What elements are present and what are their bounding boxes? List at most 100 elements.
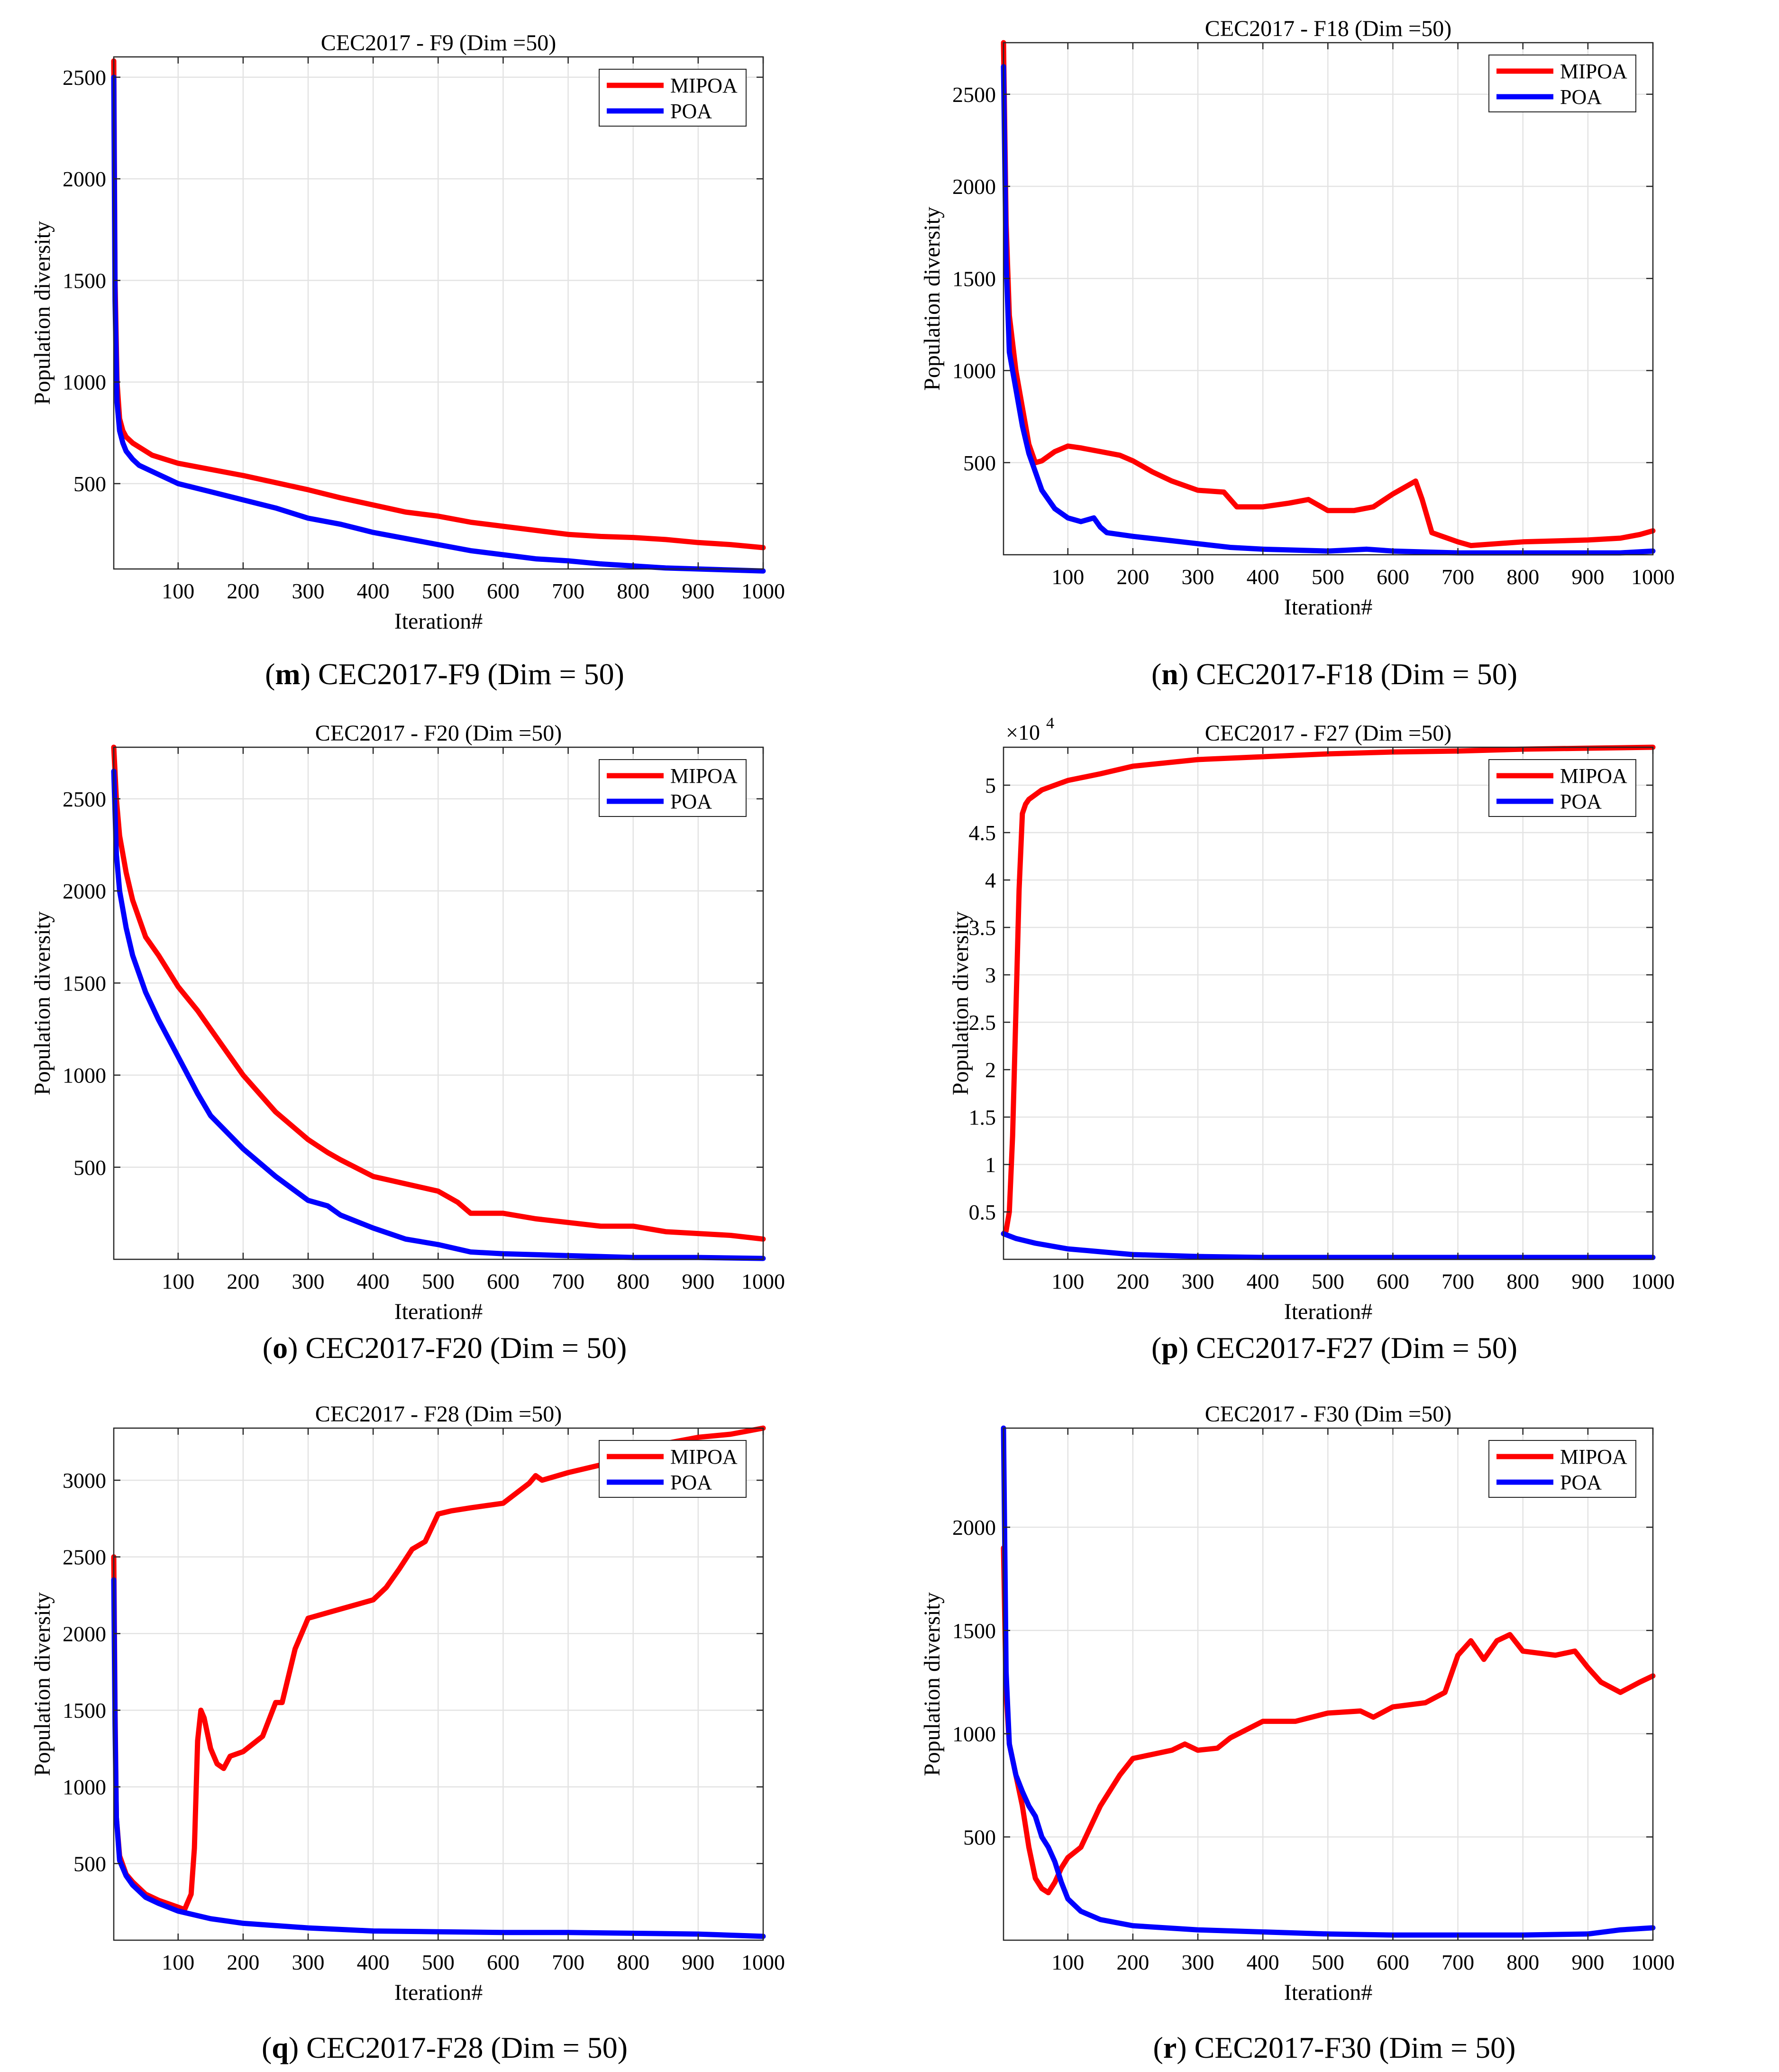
legend-label-poa: POA (1560, 790, 1602, 813)
x-tick-label: 100 (1051, 1269, 1084, 1293)
y-tick-label: 3.5 (969, 916, 996, 940)
legend-label-mipoa: MIPOA (1560, 764, 1627, 788)
x-axis-label: Iteration# (394, 609, 483, 634)
x-tick-label: 300 (292, 1950, 325, 1974)
y-tick-label: 1500 (63, 1698, 106, 1723)
y-tick-label: 1500 (952, 1619, 996, 1643)
y-tick-label: 2000 (952, 1515, 996, 1540)
x-tick-label: 700 (1441, 1950, 1474, 1974)
chart-panel-o: 100 200 300 400 500 600 700 800 900 1000 500 1000 15… (0, 690, 889, 1381)
y-tick-label: 500 (963, 1825, 996, 1849)
x-tick-label: 900 (1571, 565, 1604, 589)
legend-box (599, 69, 747, 127)
x-axis-label: Iteration# (1284, 595, 1373, 620)
x-tick-label: 500 (422, 1269, 455, 1293)
chart-panel-m: 100 200 300 400 500 600 700 800 900 1000 500 1000 15… (0, 0, 889, 691)
line-chart-m: 100 200 300 400 500 600 700 800 900 1000 500 1000 15… (30, 30, 785, 634)
series-line-poa (111, 74, 766, 574)
y-tick-label: 2000 (63, 167, 106, 191)
x-tick-label: 100 (162, 1269, 194, 1293)
y-axis-label: Population diversity (30, 221, 55, 405)
chart-title: CEC2017 - F9 (Dim =50) (321, 30, 556, 55)
y-tick-label: 3 (985, 963, 996, 987)
x-tick-label: 800 (617, 579, 649, 603)
y-tick-label: 4.5 (969, 821, 996, 845)
legend-label-poa: POA (670, 100, 712, 123)
x-tick-label: 500 (1312, 565, 1344, 589)
x-tick-label: 100 (1051, 565, 1084, 589)
y-tick-label: 2.5 (969, 1010, 996, 1035)
y-tick-label: 2500 (63, 787, 106, 811)
series-line-poa (1001, 1231, 1656, 1260)
y-axis-label: Population diversity (920, 1592, 945, 1776)
x-axis-label: Iteration# (1284, 1299, 1373, 1324)
x-tick-label: 200 (227, 1950, 259, 1974)
figure-caption-o: (o) CEC2017-F20 (Dim = 50) (262, 1331, 627, 1365)
x-tick-label: 300 (292, 579, 325, 603)
figure-caption-q: (q) CEC2017-F28 (Dim = 50) (261, 2031, 628, 2064)
legend-box (1488, 1440, 1636, 1498)
legend-label-mipoa: MIPOA (670, 764, 738, 788)
y-tick-label: 500 (73, 472, 106, 496)
line-chart-n: 100 200 300 400 500 600 700 800 900 1000 500 1000 15… (920, 16, 1675, 620)
y-tick-label: 1500 (63, 971, 106, 995)
y-tick-label: 500 (73, 1852, 106, 1876)
line-chart-q: 100 200 300 400 500 600 700 800 900 1000 500 1000 15… (30, 1402, 785, 2005)
series-line-poa (1001, 64, 1656, 556)
legend-label-poa: POA (670, 1471, 712, 1494)
y-tick-label: 1000 (952, 1722, 996, 1746)
y-exponent-label: ×10 (1006, 720, 1040, 744)
y-tick-label: 500 (73, 1155, 106, 1180)
x-tick-label: 500 (1312, 1950, 1344, 1974)
legend-label-mipoa: MIPOA (1560, 60, 1627, 83)
figure-caption-r: (r) CEC2017-F30 (Dim = 50) (1153, 2031, 1516, 2064)
y-axis-label: Population diversity (920, 207, 945, 391)
y-tick-label: 1500 (63, 268, 106, 293)
x-axis-label: Iteration# (1284, 1980, 1373, 2005)
y-axis-label: Population diversity (948, 911, 973, 1095)
x-tick-label: 500 (422, 1950, 455, 1974)
x-tick-label: 200 (227, 579, 259, 603)
y-tick-label: 2500 (63, 1545, 106, 1569)
x-tick-label: 800 (1506, 1950, 1539, 1974)
y-tick-label: 2 (985, 1058, 996, 1082)
chart-title: CEC2017 - F28 (Dim =50) (315, 1402, 562, 1427)
legend-box (599, 1440, 747, 1498)
x-tick-label: 1000 (1631, 1950, 1675, 1974)
series-line-mipoa (1001, 40, 1656, 549)
legend-label-poa: POA (1560, 1471, 1602, 1494)
y-tick-label: 2000 (63, 879, 106, 903)
x-tick-label: 100 (162, 579, 194, 603)
chart-panel-n: 100 200 300 400 500 600 700 800 900 1000 500 1000 15… (890, 0, 1779, 691)
x-tick-label: 700 (552, 1950, 584, 1974)
figure-caption-n: (n) CEC2017-F18 (Dim = 50) (1151, 657, 1518, 691)
y-tick-label: 1.5 (969, 1105, 996, 1129)
legend-label-mipoa: MIPOA (670, 1445, 738, 1468)
y-axis-label: Population diversity (30, 911, 55, 1095)
y-tick-label: 2500 (952, 83, 996, 107)
x-tick-label: 400 (357, 1950, 390, 1974)
y-tick-label: 3000 (63, 1468, 106, 1493)
series-line-mipoa (1001, 1545, 1656, 1896)
y-tick-label: 1000 (952, 359, 996, 383)
x-tick-label: 600 (487, 1950, 520, 1974)
x-tick-label: 700 (1441, 1269, 1474, 1293)
legend-label-poa: POA (670, 790, 712, 813)
series-line-mipoa (1001, 744, 1656, 1237)
y-tick-label: 1500 (952, 266, 996, 291)
x-tick-label: 1000 (1631, 565, 1675, 589)
x-tick-label: 1000 (741, 1269, 785, 1293)
x-tick-label: 900 (1571, 1950, 1604, 1974)
chart-title: CEC2017 - F27 (Dim =50) (1205, 721, 1451, 746)
x-tick-label: 700 (1441, 565, 1474, 589)
x-tick-label: 400 (357, 1269, 390, 1293)
legend-label-mipoa: MIPOA (1560, 1445, 1627, 1468)
x-tick-label: 600 (487, 579, 520, 603)
x-axis-label: Iteration# (394, 1299, 483, 1324)
x-tick-label: 600 (1377, 565, 1409, 589)
line-chart-p: 100 200 300 400 500 600 700 800 900 1000 0.5 1 1.5 2 2… (948, 715, 1675, 1324)
y-tick-label: 1000 (63, 1775, 106, 1799)
x-tick-label: 100 (162, 1950, 194, 1974)
y-tick-label: 2000 (63, 1622, 106, 1646)
x-tick-label: 400 (1247, 1269, 1279, 1293)
